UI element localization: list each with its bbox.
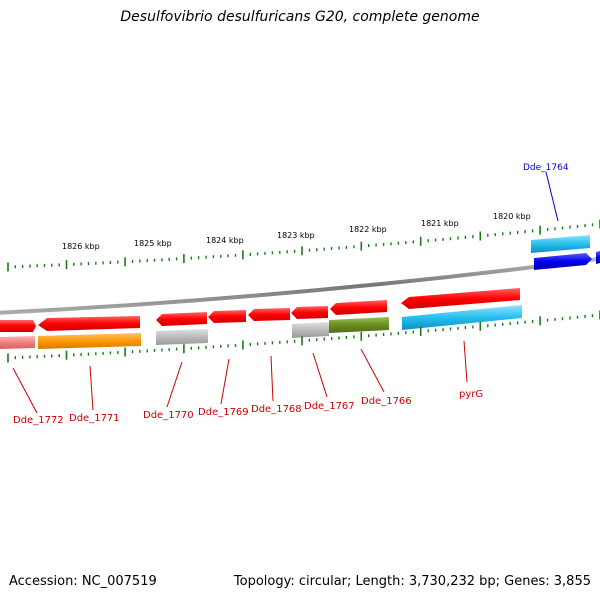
gene-label-dde-1769: Dde_1769 (198, 407, 249, 418)
gene-arrow-dde-1766-red[interactable] (330, 300, 387, 315)
feature-bar-pink[interactable] (0, 336, 35, 349)
genome-summary-text: Topology: circular; Length: 3,730,232 bp… (233, 574, 591, 589)
accession-text: Accession: NC_007519 (9, 574, 157, 589)
pointer-line-dde-1764 (545, 171, 559, 222)
scale-label-1820: 1820 kbp (493, 212, 531, 221)
scale-label-1826: 1826 kbp (62, 242, 100, 251)
scale-label-1822: 1822 kbp (349, 225, 387, 234)
feature-bars (0, 305, 522, 349)
scale-label-1823: 1823 kbp (277, 231, 315, 240)
forward-strand-genes (0, 288, 520, 332)
gene-arrow-next-blue[interactable] (596, 251, 600, 264)
highlight-gene-group: Dde_1764 (523, 163, 600, 270)
gene-label-pyrg: pyrG (459, 389, 483, 400)
gene-label-dde-1764: Dde_1764 (523, 163, 569, 173)
pointer-line-dde-1771 (89, 365, 94, 411)
gene-arrow-dde-1772-red[interactable] (0, 320, 36, 332)
feature-bar-orange[interactable] (38, 333, 141, 349)
scale-label-1824: 1824 kbp (206, 236, 244, 245)
feature-bar-olive[interactable] (329, 317, 389, 333)
scale-labels: 1826 kbp 1825 kbp 1824 kbp 1823 kbp 1822… (62, 212, 531, 251)
gene-bar-dde-1764-cyan[interactable] (531, 235, 590, 253)
pointer-line-dde-1770 (166, 361, 183, 408)
gene-arrow-dde-1768-red[interactable] (248, 308, 290, 321)
map-title: Desulfovibrio desulfuricans G20, complet… (120, 9, 480, 25)
gene-label-dde-1771: Dde_1771 (69, 413, 120, 424)
pointer-line-pyrg (463, 340, 468, 383)
gene-arrow-dde-1764-blue[interactable] (534, 253, 592, 270)
gene-label-dde-1770: Dde_1770 (143, 410, 194, 421)
genome-backbone (0, 256, 600, 315)
feature-bar-gray-1[interactable] (156, 329, 208, 345)
gene-label-dde-1767: Dde_1767 (304, 401, 355, 412)
gene-arrow-dde-1771-red[interactable] (38, 316, 140, 331)
gene-label-dde-1768: Dde_1768 (251, 404, 302, 415)
feature-bar-gray-2[interactable] (292, 322, 329, 338)
pointer-line-dde-1772 (12, 367, 38, 414)
gene-label-dde-1766: Dde_1766 (361, 396, 412, 407)
gene-label-dde-1772: Dde_1772 (13, 415, 64, 426)
scale-label-1821: 1821 kbp (421, 219, 459, 228)
gene-arrow-pyrg-red[interactable] (401, 288, 520, 309)
gene-arrow-dde-1767-red[interactable] (291, 306, 328, 319)
gene-arrow-dde-1770-red[interactable] (156, 312, 207, 326)
inner-scale-ticks (7, 310, 600, 363)
gene-arrow-dde-1769-red[interactable] (208, 310, 246, 323)
feature-bar-cyan[interactable] (402, 305, 522, 330)
gene-labels: Dde_1772 Dde_1771 Dde_1770 Dde_1769 Dde_… (12, 340, 483, 426)
pointer-line-dde-1769 (220, 358, 230, 405)
pointer-line-dde-1766 (360, 348, 385, 393)
outer-scale-ticks (7, 219, 600, 272)
scale-label-1825: 1825 kbp (134, 239, 172, 248)
pointer-line-dde-1768 (270, 355, 274, 402)
pointer-line-dde-1767 (312, 352, 328, 398)
